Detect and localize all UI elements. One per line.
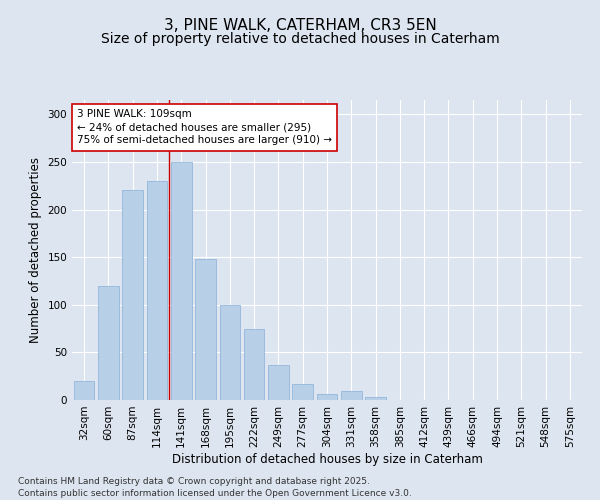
Text: 3, PINE WALK, CATERHAM, CR3 5EN: 3, PINE WALK, CATERHAM, CR3 5EN <box>164 18 436 32</box>
Y-axis label: Number of detached properties: Number of detached properties <box>29 157 42 343</box>
Bar <box>268 365 289 400</box>
Bar <box>122 190 143 400</box>
Bar <box>171 162 191 400</box>
X-axis label: Distribution of detached houses by size in Caterham: Distribution of detached houses by size … <box>172 452 482 466</box>
Bar <box>220 305 240 400</box>
Bar <box>195 259 216 400</box>
Bar <box>98 286 119 400</box>
Text: Size of property relative to detached houses in Caterham: Size of property relative to detached ho… <box>101 32 499 46</box>
Bar <box>146 181 167 400</box>
Bar <box>244 328 265 400</box>
Bar <box>292 384 313 400</box>
Text: 3 PINE WALK: 109sqm
← 24% of detached houses are smaller (295)
75% of semi-detac: 3 PINE WALK: 109sqm ← 24% of detached ho… <box>77 109 332 146</box>
Bar <box>365 397 386 400</box>
Text: Contains HM Land Registry data © Crown copyright and database right 2025.
Contai: Contains HM Land Registry data © Crown c… <box>18 476 412 498</box>
Bar <box>317 394 337 400</box>
Bar <box>341 392 362 400</box>
Bar <box>74 381 94 400</box>
